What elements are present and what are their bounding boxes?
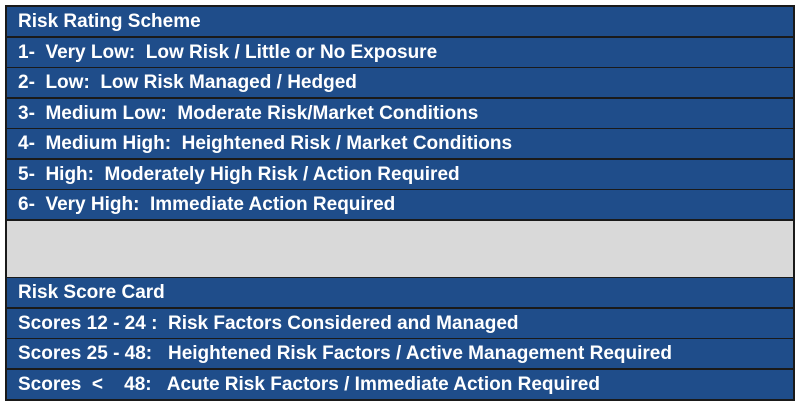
score-item: Scores 12 - 24 : Risk Factors Considered…: [7, 308, 793, 338]
score-item: Scores < 48: Acute Risk Factors / Immedi…: [7, 369, 793, 399]
rating-item: 4- Medium High: Heightened Risk / Market…: [7, 129, 793, 158]
rating-item: 1- Very Low: Low Risk / Little or No Exp…: [7, 37, 793, 67]
score-card-title: Risk Score Card: [7, 278, 793, 307]
rating-item: 5- High: Moderately High Risk / Action R…: [7, 159, 793, 189]
rating-item: 2- Low: Low Risk Managed / Hedged: [7, 68, 793, 97]
score-item: Scores 25 - 48: Heightened Risk Factors …: [7, 339, 793, 368]
spacer-row: [7, 220, 793, 277]
rating-item: 3- Medium Low: Moderate Risk/Market Cond…: [7, 98, 793, 128]
rating-item: 6- Very High: Immediate Action Required: [7, 190, 793, 219]
rating-scheme-title: Risk Rating Scheme: [7, 7, 793, 36]
risk-table: Risk Rating Scheme 1- Very Low: Low Risk…: [5, 5, 795, 401]
